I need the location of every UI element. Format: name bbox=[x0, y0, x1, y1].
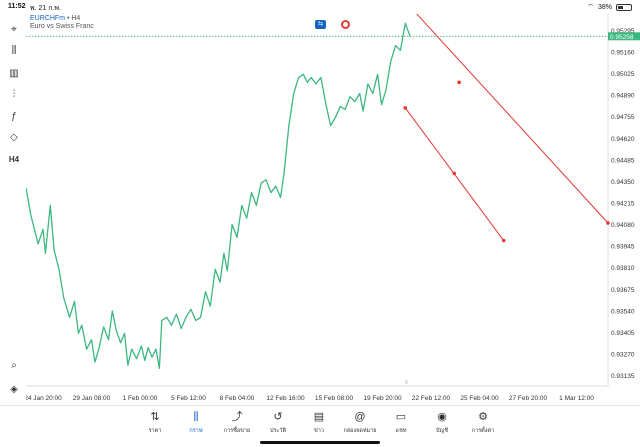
tab-label: การซื้อขาย bbox=[223, 428, 251, 434]
status-right: ⌔ 38% bbox=[587, 3, 632, 12]
tab-2[interactable]: ⫼ กราฟ bbox=[171, 410, 221, 435]
trendline-handle bbox=[403, 106, 408, 110]
battery-percent: 38% bbox=[597, 4, 612, 11]
tab-3[interactable]: ⤴ การซื้อขาย bbox=[212, 410, 262, 435]
x-tick-label: 25 Feb 04:00 bbox=[460, 395, 499, 402]
current-price-label: 0.95258 bbox=[610, 34, 634, 41]
function-icon[interactable]: ƒ bbox=[11, 110, 17, 122]
x-tick-label: 15 Feb 08:00 bbox=[315, 395, 354, 402]
tab-label: การตั้งค่า bbox=[471, 428, 495, 434]
x-tick-label: 24 Jan 20:00 bbox=[26, 395, 62, 402]
crosshair-icon[interactable]: ⌖ bbox=[11, 23, 17, 35]
price-chart[interactable]: 0.95295 0.95160 0.95025 0.94890 0.94755 0.946… bbox=[26, 14, 640, 404]
tab-9[interactable]: ⚙ การตั้งค่า bbox=[458, 410, 508, 435]
status-time: 11:52 bbox=[8, 3, 26, 10]
timeframe-label[interactable]: H4 bbox=[8, 154, 20, 164]
candle-type-icon[interactable]: ⫼ bbox=[11, 44, 17, 56]
tab-5[interactable]: ▤ ข่าว bbox=[294, 410, 344, 435]
bar-chart-icon[interactable]: ▥ bbox=[9, 67, 19, 79]
wifi-icon: ⌔ bbox=[587, 4, 594, 11]
x-tick-label: 5 Feb 12:00 bbox=[171, 395, 206, 402]
battery-icon bbox=[616, 4, 632, 11]
y-tick-label: 0.95295 bbox=[611, 28, 635, 35]
trendline-handle bbox=[501, 238, 506, 243]
tab-icon: ⤴ bbox=[231, 411, 243, 423]
trendline-handle bbox=[606, 221, 610, 225]
trendline-handle bbox=[452, 171, 457, 176]
y-tick-label: 0.94215 bbox=[611, 201, 635, 208]
status-bar: 11:52 พ. 21 ก.พ. ⌔ 38% bbox=[0, 0, 640, 14]
y-tick-label: 0.95160 bbox=[611, 49, 635, 56]
battery-fill bbox=[618, 6, 623, 9]
separator: • bbox=[65, 15, 72, 22]
one-click-trading-icon[interactable]: ⇆ bbox=[315, 20, 326, 29]
x-tick-label: 1 Feb 00:00 bbox=[123, 395, 158, 402]
y-tick-label: 0.93810 bbox=[611, 265, 635, 272]
y-tick-label: 0.94890 bbox=[611, 93, 635, 100]
tab-icon: ⚙ bbox=[478, 411, 488, 423]
x-tick-label: 8 Feb 04:00 bbox=[220, 395, 255, 402]
tab-label: ประวัติ bbox=[269, 428, 287, 434]
home-indicator bbox=[260, 441, 380, 444]
x-tick-label: 12 Feb 16:00 bbox=[266, 395, 305, 402]
x-tick-label: 22 Feb 12:00 bbox=[412, 395, 451, 402]
y-tick-label: 0.93270 bbox=[611, 352, 635, 359]
tab-label: บัญชี bbox=[436, 428, 448, 434]
trendline-handle bbox=[457, 80, 461, 85]
tab-1[interactable]: ⇅ ราคา bbox=[130, 410, 180, 435]
y-tick-label: 0.94485 bbox=[611, 157, 635, 164]
tab-icon: ◉ bbox=[437, 411, 447, 423]
current-price-tag bbox=[608, 32, 640, 41]
tab-label: ข่าว bbox=[314, 428, 324, 434]
tab-icon: ⫼ bbox=[193, 411, 199, 423]
tab-icon: ⇅ bbox=[150, 411, 160, 423]
y-tick-label: 0.93135 bbox=[611, 373, 635, 380]
y-tick-label: 0.93540 bbox=[611, 308, 635, 315]
tab-icon: ↺ bbox=[273, 411, 283, 423]
x-tick-label: 1 Mar 12:00 bbox=[559, 395, 594, 402]
y-tick-label: 0.94620 bbox=[611, 136, 635, 143]
x-tick-label: 27 Feb 20:00 bbox=[509, 395, 548, 402]
left-toolbar: ⌖ ⫼ ▥ ⫶ ƒ ◇ H4 ⌕ ◈ bbox=[0, 14, 26, 404]
price-series-line bbox=[26, 22, 411, 370]
chat-bubble-icon[interactable]: ⌕ bbox=[11, 359, 17, 371]
indicators-icon[interactable]: ⫶ bbox=[12, 88, 16, 100]
y-tick-label: 0.95025 bbox=[611, 71, 635, 78]
tab-label: กราฟ bbox=[189, 428, 203, 434]
chart-area[interactable]: 0.95295 0.95160 0.95025 0.94890 0.94755 0.946… bbox=[26, 14, 640, 404]
tab-icon: ▤ bbox=[313, 411, 325, 423]
y-tick-label: 0.93405 bbox=[611, 330, 635, 337]
y-tick-label: 0.94755 bbox=[611, 114, 635, 121]
tab-icon: @ bbox=[354, 411, 366, 423]
timeframe-name: H4 bbox=[71, 15, 81, 22]
x-tick-label: 29 Jan 08:00 bbox=[73, 395, 111, 402]
symbol-name: EURCHFm bbox=[30, 15, 65, 22]
broker-logo-icon[interactable]: ◈ bbox=[10, 383, 18, 395]
tab-4[interactable]: ↺ ประวัติ bbox=[253, 410, 303, 435]
shapes-icon[interactable]: ◇ bbox=[10, 131, 18, 143]
depth-icon[interactable] bbox=[341, 20, 350, 29]
symbol-label[interactable]: EURCHFm • H4 bbox=[30, 15, 80, 22]
scroll-marker-icon: ◊ bbox=[405, 379, 408, 386]
bottom-tab-bar: ⇅ ราคา ⫼ กราฟ ⤴ การซื้อขาย ↺ ประวัติ ▤ ข่าว @ กล่อง… bbox=[0, 405, 640, 447]
tab-6[interactable]: @ กล่องจดหมาย bbox=[335, 410, 385, 435]
x-tick-label: 19 Feb 20:00 bbox=[363, 395, 402, 402]
tab-label: ราคา bbox=[148, 428, 162, 434]
y-tick-label: 0.94350 bbox=[611, 179, 635, 186]
y-tick-label: 0.93675 bbox=[611, 287, 635, 294]
trendline-1 bbox=[416, 14, 609, 224]
tab-label: แชท bbox=[395, 428, 407, 434]
tab-label: กล่องจดหมาย bbox=[343, 428, 377, 434]
y-tick-label: 0.93945 bbox=[611, 244, 635, 251]
tab-icon: ▭ bbox=[395, 411, 407, 423]
tab-8[interactable]: ◉ บัญชี bbox=[417, 410, 467, 435]
status-date: พ. 21 ก.พ. bbox=[30, 5, 61, 12]
symbol-description: Euro vs Swiss Franc bbox=[30, 23, 94, 30]
tab-7[interactable]: ▭ แชท bbox=[376, 410, 426, 435]
y-tick-label: 0.94080 bbox=[611, 222, 635, 229]
